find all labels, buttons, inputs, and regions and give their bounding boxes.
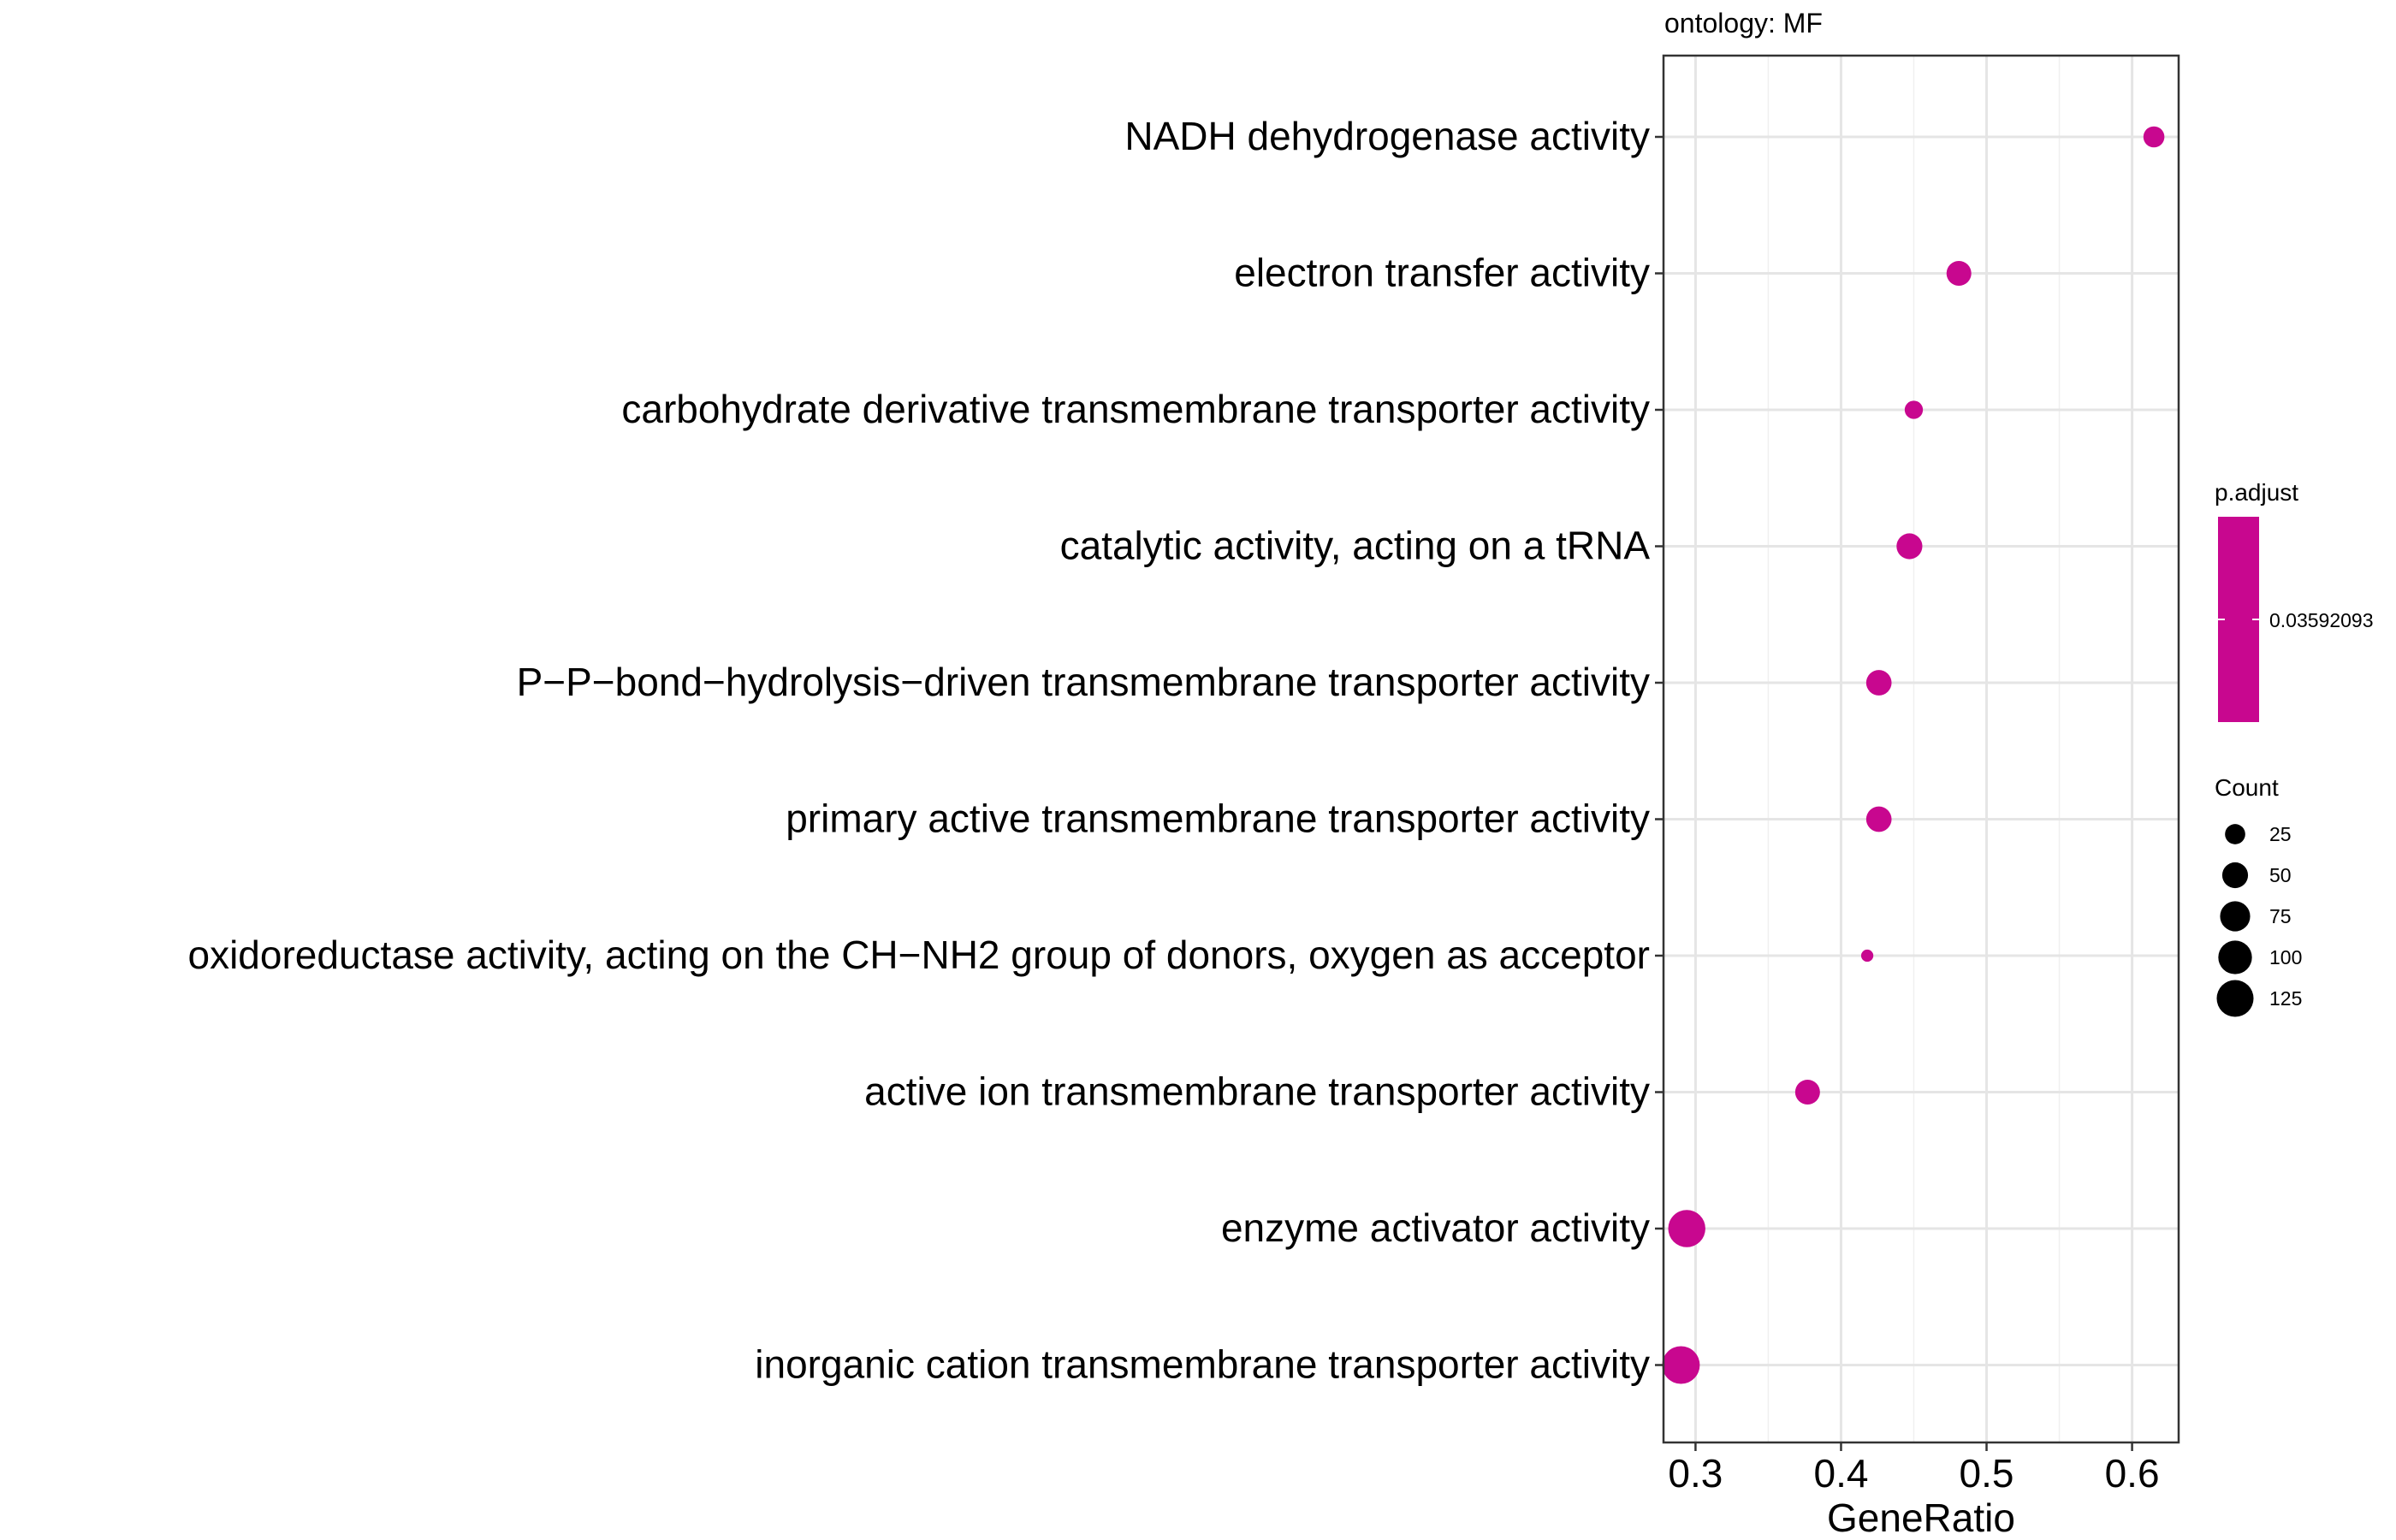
x-tick-label: 0.3 <box>1668 1451 1723 1496</box>
data-point <box>2143 126 2165 148</box>
size-legend-dot <box>2218 940 2252 974</box>
data-point <box>1662 1346 1700 1384</box>
color-legend-title: p.adjust <box>2215 479 2298 506</box>
size-legend-dot <box>2220 901 2251 932</box>
size-legend-label: 75 <box>2269 905 2292 927</box>
size-legend-items: 25 50 75 100 125 <box>2216 823 2302 1017</box>
y-tick-label: enzyme activator activity <box>1221 1205 1650 1250</box>
data-points <box>1662 126 2165 1384</box>
size-legend-label: 125 <box>2269 987 2302 1010</box>
grid-lines <box>1664 56 2179 1442</box>
y-tick-label: P−P−bond−hydrolysis−driven transmembrane… <box>517 660 1650 704</box>
y-tick-label: electron transfer activity <box>1234 251 1650 295</box>
size-legend-dot <box>2221 862 2249 889</box>
size-legend-title: Count <box>2215 774 2279 801</box>
size-legend-label: 25 <box>2269 823 2292 845</box>
y-axis: NADH dehydrogenase activity electron tran… <box>188 114 1664 1387</box>
x-tick-label: 0.5 <box>1960 1451 2014 1496</box>
y-tick-label: primary active transmembrane transporter… <box>786 797 1650 841</box>
size-legend-label: 100 <box>2269 946 2302 968</box>
y-tick-label: carbohydrate derivative transmembrane tr… <box>621 387 1650 431</box>
data-point <box>1865 670 1892 696</box>
x-tick-label: 0.6 <box>2105 1451 2160 1496</box>
y-tick-label: NADH dehydrogenase activity <box>1124 114 1650 158</box>
y-tick-label: catalytic activity, acting on a tRNA <box>1060 524 1651 568</box>
x-tick-label: 0.4 <box>1813 1451 1868 1496</box>
data-point <box>1794 1079 1820 1105</box>
facet-label: ontology: MF <box>1664 8 1823 38</box>
panel-background <box>1664 56 2179 1442</box>
y-tick-label: inorganic cation transmembrane transport… <box>755 1342 1650 1387</box>
y-tick-label: oxidoreductase activity, acting on the C… <box>188 933 1651 977</box>
legend: p.adjust 0.03592093 Count 25 50 75 100 125 <box>2215 479 2374 1017</box>
color-legend-label: 0.03592093 <box>2269 609 2374 631</box>
size-legend-dot <box>2216 980 2254 1017</box>
data-point <box>1860 949 1874 962</box>
data-point <box>1946 260 1972 287</box>
data-point <box>1865 806 1892 832</box>
y-tick-label: active ion transmembrane transporter act… <box>864 1069 1650 1114</box>
size-legend-dot <box>2225 824 2245 844</box>
data-point <box>1904 400 1924 419</box>
size-legend-label: 50 <box>2269 864 2292 886</box>
x-axis-title: GeneRatio <box>1827 1496 2015 1540</box>
x-axis: 0.3 0.4 0.5 0.6 <box>1668 1442 2160 1496</box>
data-point <box>1668 1210 1705 1247</box>
panel-border <box>1662 54 2180 1444</box>
data-point <box>1896 533 1923 560</box>
